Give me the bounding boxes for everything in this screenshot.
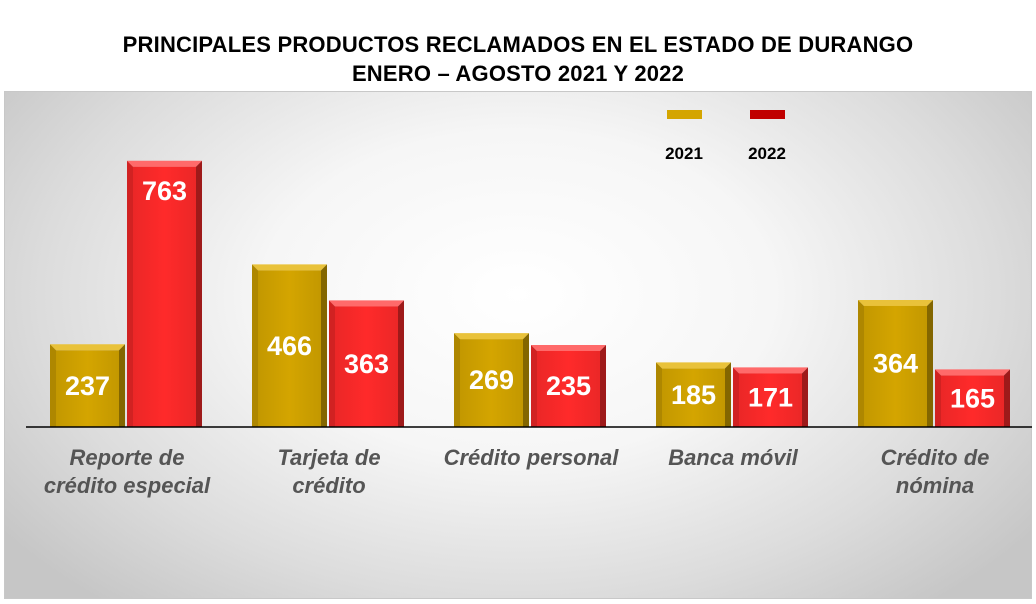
value-label-2021-crédito-personal: 269 [469, 365, 514, 395]
bar-2022-2-right-bevel [600, 344, 606, 427]
bar-2021-0-right-bevel [119, 344, 125, 427]
bar-2021-4-top-bevel [858, 299, 933, 306]
category-label-crédito-de-nómina: Crédito de nómina [881, 445, 990, 498]
bar-2022-0-left-bevel [127, 160, 133, 427]
bar-2022-reporte-de-crédito-especial [133, 166, 196, 427]
value-label-2021-crédito-de-nómina: 364 [873, 349, 918, 379]
bar-2022-2-top-bevel [531, 344, 606, 351]
bar-2022-1-left-bevel [329, 300, 335, 427]
category-label-line: Crédito personal [444, 445, 620, 470]
bar-2021-4-right-bevel [927, 299, 933, 427]
category-label-line: nómina [896, 473, 974, 498]
bar-2022-0-top-bevel [127, 160, 202, 167]
bar-2022-1-top-bevel [329, 300, 404, 307]
bar-2022-1-right-bevel [398, 300, 404, 427]
chart-title: PRINCIPALES PRODUCTOS RECLAMADOS EN EL E… [122, 32, 914, 57]
bar-2022-4-top-bevel [935, 369, 1010, 376]
category-label-line: Reporte de [70, 445, 185, 470]
legend-swatch-2021 [667, 110, 702, 119]
bar-2021-crédito-personal [460, 339, 523, 427]
category-label-line: Tarjeta de [277, 445, 380, 470]
bar-2022-crédito-personal [537, 350, 600, 427]
legend-label-2022: 2022 [748, 144, 786, 163]
value-label-2022-crédito-de-nómina: 165 [950, 383, 995, 413]
bar-2021-crédito-de-nómina [864, 305, 927, 427]
bar-2021-1-left-bevel [252, 264, 258, 427]
value-label-2021-tarjeta-de-crédito: 466 [267, 331, 312, 361]
bar-2021-0-left-bevel [50, 344, 56, 427]
bar-2022-4-right-bevel [1004, 369, 1010, 427]
category-label-tarjeta-de-crédito: Tarjeta de crédito [277, 445, 380, 498]
value-label-2022-tarjeta-de-crédito: 363 [344, 349, 389, 379]
bar-2021-reporte-de-crédito-especial [56, 350, 119, 427]
category-label-banca-móvil: Banca móvil [668, 445, 798, 470]
category-label-line: crédito especial [44, 473, 211, 498]
bar-2021-0-top-bevel [50, 344, 125, 351]
bar-2022-3-right-bevel [802, 367, 808, 427]
bar-2022-banca-móvil [739, 373, 802, 427]
chart-subtitle: ENERO – AGOSTO 2021 Y 2022 [351, 61, 685, 86]
bar-2021-2-left-bevel [454, 333, 460, 427]
value-label-2022-crédito-personal: 235 [546, 371, 591, 401]
bar-2022-4-left-bevel [935, 369, 941, 427]
legend-swatch-2022 [750, 110, 785, 119]
legend-label-2021: 2021 [665, 144, 703, 163]
value-label-2022-banca-móvil: 171 [748, 382, 793, 412]
bar-2021-1-top-bevel [252, 264, 327, 271]
bar-2022-3-left-bevel [733, 367, 739, 427]
category-label-line: Crédito de [881, 445, 990, 470]
bar-2021-3-right-bevel [725, 362, 731, 427]
category-label-line: Banca móvil [668, 445, 798, 470]
value-label-2021-reporte-de-crédito-especial: 237 [65, 371, 110, 401]
bar-2021-2-right-bevel [523, 333, 529, 427]
bar-2021-banca-móvil [662, 368, 725, 427]
bar-2022-0-right-bevel [196, 160, 202, 427]
bar-2021-4-left-bevel [858, 299, 864, 427]
bar-2022-tarjeta-de-crédito [335, 306, 398, 427]
category-label-reporte-de-crédito-especial: Reporte de crédito especial [44, 445, 211, 498]
value-label-2022-reporte-de-crédito-especial: 763 [142, 176, 187, 206]
bar-2022-3-top-bevel [733, 367, 808, 374]
bar-2021-3-left-bevel [656, 362, 662, 427]
bar-2021-1-right-bevel [321, 264, 327, 427]
bar-2021-3-top-bevel [656, 362, 731, 369]
bar-2021-tarjeta-de-crédito [258, 270, 321, 427]
value-label-2021-banca-móvil: 185 [671, 380, 716, 410]
bar-2021-2-top-bevel [454, 333, 529, 340]
category-label-line: crédito [292, 473, 365, 498]
bar-2022-crédito-de-nómina [941, 375, 1004, 427]
bar-2022-2-left-bevel [531, 344, 537, 427]
category-label-crédito-personal: Crédito personal [444, 445, 620, 470]
